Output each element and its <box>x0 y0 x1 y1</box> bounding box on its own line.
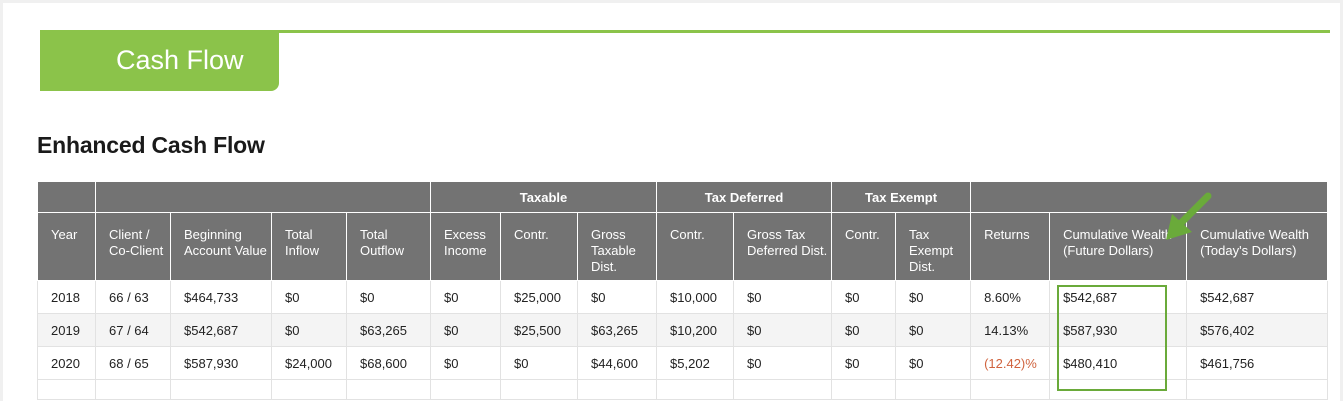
table-cell: 2018 <box>37 280 96 314</box>
table-cell: $0 <box>831 313 897 347</box>
table-cell: $464,733 <box>170 280 272 314</box>
table-cell: 2020 <box>37 346 96 380</box>
table-row: 2020 68 / 65 $587,930 $24,000 $68,600 $0 $0 $44… <box>37 346 1329 380</box>
group-header-empty <box>970 181 1329 213</box>
column-header: Cumulative Wealth (Today's Dollars) <box>1186 212 1329 281</box>
table-cell: $0 <box>430 280 501 314</box>
table-row: 2019 67 / 64 $542,687 $0 $63,265 $0 $25,500 $63… <box>37 313 1329 347</box>
table-cell: $0 <box>271 280 347 314</box>
table-cell: $587,930 <box>1049 313 1188 347</box>
table-cell: $63,265 <box>346 313 431 347</box>
table-cell: $0 <box>733 280 833 314</box>
column-header: Beginning Account Value <box>170 212 272 281</box>
column-header: Gross Taxable Dist. <box>576 212 658 281</box>
table-cell: $0 <box>831 280 897 314</box>
section-title: Enhanced Cash Flow <box>37 132 265 158</box>
group-header-row: Taxable Tax Deferred Tax Exempt <box>37 181 1329 213</box>
table-cell <box>656 379 735 400</box>
table-cell: $576,402 <box>1186 313 1329 347</box>
table-cell: 2019 <box>37 313 96 347</box>
table-cell: $63,265 <box>576 313 658 347</box>
table-cell: $25,000 <box>500 280 578 314</box>
table-cell: $0 <box>500 346 578 380</box>
table-cell: $24,000 <box>271 346 347 380</box>
table-cell: $0 <box>271 313 347 347</box>
table-cell: 14.13% <box>970 313 1051 347</box>
table-cell: $542,687 <box>170 313 272 347</box>
table-cell <box>576 379 658 400</box>
column-header: Gross Tax Deferred Dist. <box>733 212 833 281</box>
table-body: 2018 66 / 63 $464,733 $0 $0 $0 $25,000 $0 $10,00… <box>37 280 1329 400</box>
column-header: Contr. <box>500 212 578 281</box>
column-header: Total Inflow <box>271 212 347 281</box>
table-cell: $542,687 <box>1186 280 1329 314</box>
table-cell: $0 <box>430 313 501 347</box>
table-cell: $0 <box>733 313 833 347</box>
table-cell: $0 <box>895 346 972 380</box>
table-cell: $0 <box>576 280 658 314</box>
column-header: Contr. <box>831 212 897 281</box>
group-header-empty <box>95 181 431 213</box>
header-rule <box>40 30 1330 33</box>
column-header-row: Year Client / Co-Client Beginning Account … <box>37 212 1329 281</box>
column-header: Tax Exempt Dist. <box>895 212 972 281</box>
column-header: Client / Co-Client <box>95 212 171 281</box>
table-cell <box>95 379 171 400</box>
table-cell: $0 <box>895 313 972 347</box>
table-cell: $44,600 <box>576 346 658 380</box>
column-header: Returns <box>970 212 1051 281</box>
table-cell <box>37 379 96 400</box>
table-cell: 68 / 65 <box>95 346 171 380</box>
group-header-empty <box>37 181 96 213</box>
table-cell <box>1186 379 1329 400</box>
table-cell: $0 <box>831 346 897 380</box>
column-header: Year <box>37 212 96 281</box>
table-cell: 67 / 64 <box>95 313 171 347</box>
column-header: Excess Income <box>430 212 501 281</box>
column-header: Cumulative Wealth (Future Dollars) <box>1049 212 1188 281</box>
table-row-partial <box>37 379 1329 400</box>
table-cell <box>831 379 897 400</box>
table-cell: $5,202 <box>656 346 735 380</box>
column-header: Contr. <box>656 212 735 281</box>
table-cell <box>346 379 431 400</box>
group-header-tax-deferred: Tax Deferred <box>656 181 833 213</box>
table-cell <box>970 379 1051 400</box>
table-cell: $542,687 <box>1049 280 1188 314</box>
table-cell: $0 <box>346 280 431 314</box>
group-header-tax-exempt: Tax Exempt <box>831 181 972 213</box>
enhanced-cash-flow-table: Taxable Tax Deferred Tax Exempt Year Clie… <box>37 181 1329 400</box>
table-cell <box>170 379 272 400</box>
table-cell: $0 <box>733 346 833 380</box>
table-cell: 8.60% <box>970 280 1051 314</box>
table-cell: $68,600 <box>346 346 431 380</box>
table-cell: 66 / 63 <box>95 280 171 314</box>
table-cell: $461,756 <box>1186 346 1329 380</box>
table-cell: $0 <box>895 280 972 314</box>
group-header-taxable: Taxable <box>429 181 658 213</box>
table-cell: $25,500 <box>500 313 578 347</box>
table-cell: $0 <box>430 346 501 380</box>
table-cell: $480,410 <box>1049 346 1188 380</box>
table-cell: $587,930 <box>170 346 272 380</box>
table-cell: $10,200 <box>656 313 735 347</box>
table-cell <box>733 379 833 400</box>
table-cell <box>895 379 972 400</box>
table-cell <box>271 379 347 400</box>
table-row: 2018 66 / 63 $464,733 $0 $0 $0 $25,000 $0 $10,00… <box>37 280 1329 314</box>
table-cell <box>500 379 578 400</box>
cash-flow-tab[interactable]: Cash Flow <box>40 30 279 91</box>
table-cell <box>430 379 501 400</box>
table-cell: (12.42)% <box>970 346 1051 380</box>
cash-flow-tab-label: Cash Flow <box>116 45 244 75</box>
table-cell: $10,000 <box>656 280 735 314</box>
table-cell <box>1049 379 1188 400</box>
column-header: Total Outflow <box>346 212 431 281</box>
